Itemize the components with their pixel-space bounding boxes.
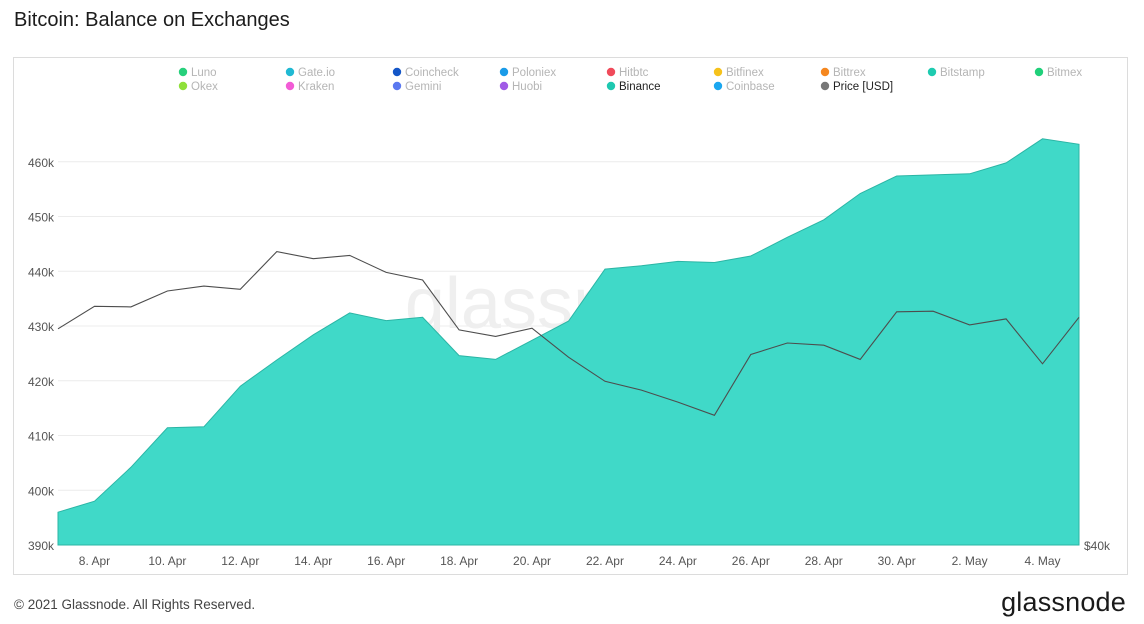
legend-dot bbox=[285, 67, 295, 77]
x-tick-label: 28. Apr bbox=[805, 554, 843, 568]
x-tick-label: 18. Apr bbox=[440, 554, 478, 568]
legend-label: Luno bbox=[191, 67, 217, 79]
legend-item-bitfinex[interactable]: Bitfinex bbox=[713, 67, 764, 79]
legend-label: Coincheck bbox=[405, 67, 459, 79]
legend-item-okex[interactable]: Okex bbox=[178, 81, 218, 93]
legend-label: Okex bbox=[191, 81, 218, 93]
legend-label: Coinbase bbox=[726, 81, 775, 93]
legend-dot bbox=[820, 67, 830, 77]
legend-item-poloniex[interactable]: Poloniex bbox=[499, 67, 557, 79]
legend-dot bbox=[499, 67, 509, 77]
legend-item-huobi[interactable]: Huobi bbox=[499, 81, 542, 93]
binance-area[interactable] bbox=[57, 138, 1080, 546]
y-tick-label: 420k bbox=[28, 375, 55, 389]
x-tick-label: 4. May bbox=[1025, 554, 1061, 568]
legend-dot bbox=[606, 81, 616, 91]
legend: Luno Gate.io Coincheck Poloniex Hitbtc Bitfin… bbox=[178, 67, 1083, 93]
x-tick-label: 14. Apr bbox=[294, 554, 332, 568]
glassnode-logo[interactable]: glassnode bbox=[1001, 587, 1126, 617]
balance-chart[interactable]: glassnode 390k400k410k420k430k440k450k46… bbox=[14, 58, 1127, 574]
legend-item-bitstamp[interactable]: Bitstamp bbox=[927, 67, 985, 79]
legend-label: Binance bbox=[619, 81, 661, 93]
y-tick-label: 440k bbox=[28, 265, 55, 279]
legend-dot bbox=[606, 67, 616, 77]
legend-dot bbox=[178, 67, 188, 77]
legend-label: Gate.io bbox=[298, 67, 335, 79]
legend-item-bittrex[interactable]: Bittrex bbox=[820, 67, 866, 79]
legend-item-gate-io[interactable]: Gate.io bbox=[285, 67, 335, 79]
legend-dot bbox=[392, 81, 402, 91]
x-tick-label: 30. Apr bbox=[878, 554, 916, 568]
chart-panel: glassnode 390k 400k 410k 420k 430k 440k 450k 46… bbox=[13, 57, 1128, 575]
legend-item-binance[interactable]: Binance bbox=[606, 81, 661, 93]
x-tick-label: 12. Apr bbox=[221, 554, 259, 568]
legend-dot bbox=[1034, 67, 1044, 77]
legend-label: Bitstamp bbox=[940, 67, 985, 79]
y-axis-labels: 390k 400k 410k 420k 430k 440k 450k 460k $40k bbox=[28, 156, 1111, 553]
series-areas bbox=[57, 138, 1080, 546]
y-tick-label: 410k bbox=[28, 430, 55, 444]
x-tick-label: 26. Apr bbox=[732, 554, 770, 568]
copyright-text: © 2021 Glassnode. All Rights Reserved. bbox=[14, 597, 256, 612]
legend-item-luno[interactable]: Luno bbox=[178, 67, 217, 79]
legend-item-kraken[interactable]: Kraken bbox=[285, 81, 335, 93]
x-tick-label: 2. May bbox=[952, 554, 988, 568]
legend-dot bbox=[820, 81, 830, 91]
legend-label: Huobi bbox=[512, 81, 542, 93]
legend-label: Bitmex bbox=[1047, 67, 1082, 79]
legend-label: Gemini bbox=[405, 81, 441, 93]
legend-item-gemini[interactable]: Gemini bbox=[392, 81, 442, 93]
legend-dot bbox=[713, 67, 723, 77]
legend-label: Bitfinex bbox=[726, 67, 764, 79]
y-tick-label: 460k bbox=[28, 156, 55, 170]
legend-label: Hitbtc bbox=[619, 67, 649, 79]
legend-dot bbox=[927, 67, 937, 77]
legend-label: Kraken bbox=[298, 81, 334, 93]
legend-label: Bittrex bbox=[833, 67, 866, 79]
x-axis-labels: 8. Apr 10. Apr 12. Apr 14. Apr 16. Apr 18. Ap… bbox=[79, 554, 1061, 568]
x-tick-label: 22. Apr bbox=[586, 554, 624, 568]
y-tick-label: 400k bbox=[28, 484, 55, 498]
legend-item-price-usd[interactable]: Price [USD] bbox=[820, 81, 893, 93]
legend-dot bbox=[392, 67, 402, 77]
legend-item-coincheck[interactable]: Coincheck bbox=[392, 67, 459, 79]
legend-item-hitbtc[interactable]: Hitbtc bbox=[606, 67, 649, 79]
legend-label: Price [USD] bbox=[833, 81, 893, 93]
x-tick-label: 10. Apr bbox=[148, 554, 186, 568]
legend-dot bbox=[713, 81, 723, 91]
x-tick-label: 24. Apr bbox=[659, 554, 697, 568]
y-tick-label: 450k bbox=[28, 211, 55, 225]
price-line[interactable] bbox=[57, 251, 1080, 416]
x-tick-label: 16. Apr bbox=[367, 554, 405, 568]
series-lines bbox=[57, 251, 1080, 416]
legend-dot bbox=[178, 81, 188, 91]
x-tick-label: 8. Apr bbox=[79, 554, 110, 568]
legend-dot bbox=[499, 81, 509, 91]
y-right-tick-label: $40k bbox=[1084, 539, 1111, 553]
legend-dot bbox=[285, 81, 295, 91]
page-title: Bitcoin: Balance on Exchanges bbox=[14, 9, 290, 31]
y-tick-label: 430k bbox=[28, 320, 55, 334]
y-tick-label: 390k bbox=[28, 539, 55, 553]
legend-item-coinbase[interactable]: Coinbase bbox=[713, 81, 775, 93]
x-tick-label: 20. Apr bbox=[513, 554, 551, 568]
legend-label: Poloniex bbox=[512, 67, 556, 79]
legend-item-bitmex[interactable]: Bitmex bbox=[1034, 67, 1083, 79]
